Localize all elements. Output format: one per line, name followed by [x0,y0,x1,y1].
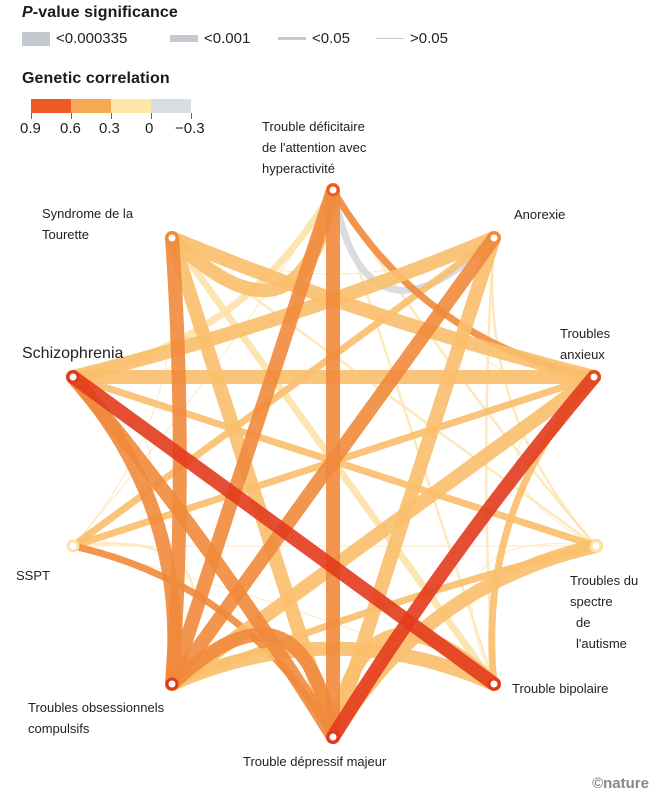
pvalue-swatch-1 [22,31,50,46]
node-ocd [165,677,179,691]
colorbar-segment-1 [31,99,71,113]
chord-nodes [66,183,603,744]
pvalue-label-1: <0.000335 [56,30,128,47]
node-label-adhd-line-3: hyperactivité [262,161,335,176]
node-label-autism-line-2: spectre [570,594,613,609]
node-label-anorexia-line-1: Anorexie [514,207,566,222]
pvalue-title-rest: -value significance [32,4,178,21]
node-label-autism-line-1: Troubles du [570,573,639,588]
node-label-schizophrenia-line-1: Schizophrenia [22,345,124,362]
node-mdd [326,730,340,744]
pvalue-label-2: <0.001 [204,30,251,47]
colorbar-tick-0.6: 0.6 [60,120,81,137]
node-label-ocd-line-1: Troubles obsessionnels [28,700,165,715]
pvalue-label-3: <0.05 [312,30,350,47]
node-tourette [165,231,179,245]
node-label-tourette-line-2: Tourette [42,227,89,242]
node-label-adhd-line-1: Trouble déficitaire [262,119,365,134]
nature-credit: ©nature [592,775,649,792]
node-label-ocd: Troubles obsessionnels compulsifs [28,697,164,739]
link-anxiety-mdd [326,370,601,744]
node-label-anxiety: Troubles anxieux [560,323,610,365]
node-adhd [326,183,340,197]
colorbar-tick-0: 0 [145,120,154,137]
node-label-bipolar: Trouble bipolaire [512,678,608,699]
colorbar-tickmark-5 [191,113,192,119]
link-adhd-ocd [165,183,340,691]
pvalue-label-4: >0.05 [410,30,448,47]
node-label-bipolar-line-1: Trouble bipolaire [512,681,609,696]
node-label-anxiety-line-1: Troubles [560,326,611,341]
colorbar-tickmark-3 [111,113,112,119]
node-label-anorexia: Anorexie [514,204,565,225]
pvalue-swatch-2 [170,35,198,42]
node-label-schizophrenia: Schizophrenia [22,343,123,364]
node-autism [589,539,603,553]
link-schizophrenia-bipolar [66,370,501,691]
node-ptsd [66,539,80,553]
node-label-tourette: Syndrome de la Tourette [42,203,133,245]
node-anorexia [487,231,501,245]
node-label-autism: Troubles du spectre de l'autisme [570,570,638,654]
node-label-ocd-line-2: compulsifs [28,721,90,736]
colorbar-tickmark-1 [31,113,32,119]
node-label-tourette-line-1: Syndrome de la [42,206,134,221]
link-anorexia-ptsd [69,234,498,550]
colorbar-segment-4 [151,99,191,113]
pvalue-legend-item-3: <0.05 [278,30,350,47]
colorbar-tick-0.3: 0.3 [99,120,120,137]
node-schizophrenia [66,370,80,384]
node-label-adhd: Trouble déficitaire de l'attention avec … [262,116,366,179]
node-label-adhd-line-2: de l'attention avec [262,140,367,155]
link-anxiety-tourette [165,231,601,384]
colorbar-tickmark-2 [71,113,72,119]
node-anxiety [587,370,601,384]
node-label-anxiety-line-2: anxieux [560,347,605,362]
chord-links [66,183,603,744]
node-bipolar [487,677,501,691]
correlation-colorbar [31,99,191,113]
node-label-mdd-line-1: Trouble dépressif majeur [243,754,387,769]
colorbar-tick-minus-0.3: −0.3 [175,120,205,137]
colorbar-tick-0.9: 0.9 [20,120,41,137]
pvalue-title-p: P [22,4,33,21]
pvalue-legend-item-1: <0.000335 [22,30,127,47]
colorbar-segment-2 [71,99,111,113]
correlation-legend-title: Genetic correlation [22,70,170,87]
node-label-mdd: Trouble dépressif majeur [243,751,386,772]
colorbar-tickmark-4 [151,113,152,119]
pvalue-legend-title: P-value significance [22,4,178,22]
node-label-autism-line-3: de [576,615,591,630]
node-label-ptsd-line-1: SSPT [16,568,50,583]
colorbar-segment-3 [111,99,151,113]
pvalue-legend-item-2: <0.001 [170,30,250,47]
pvalue-swatch-4 [376,38,404,39]
node-label-ptsd: SSPT [16,565,50,586]
link-bipolar-autism [471,543,597,685]
pvalue-swatch-3 [278,37,306,40]
node-label-autism-line-4: l'autisme [576,636,627,651]
pvalue-legend-item-4: >0.05 [376,30,448,47]
